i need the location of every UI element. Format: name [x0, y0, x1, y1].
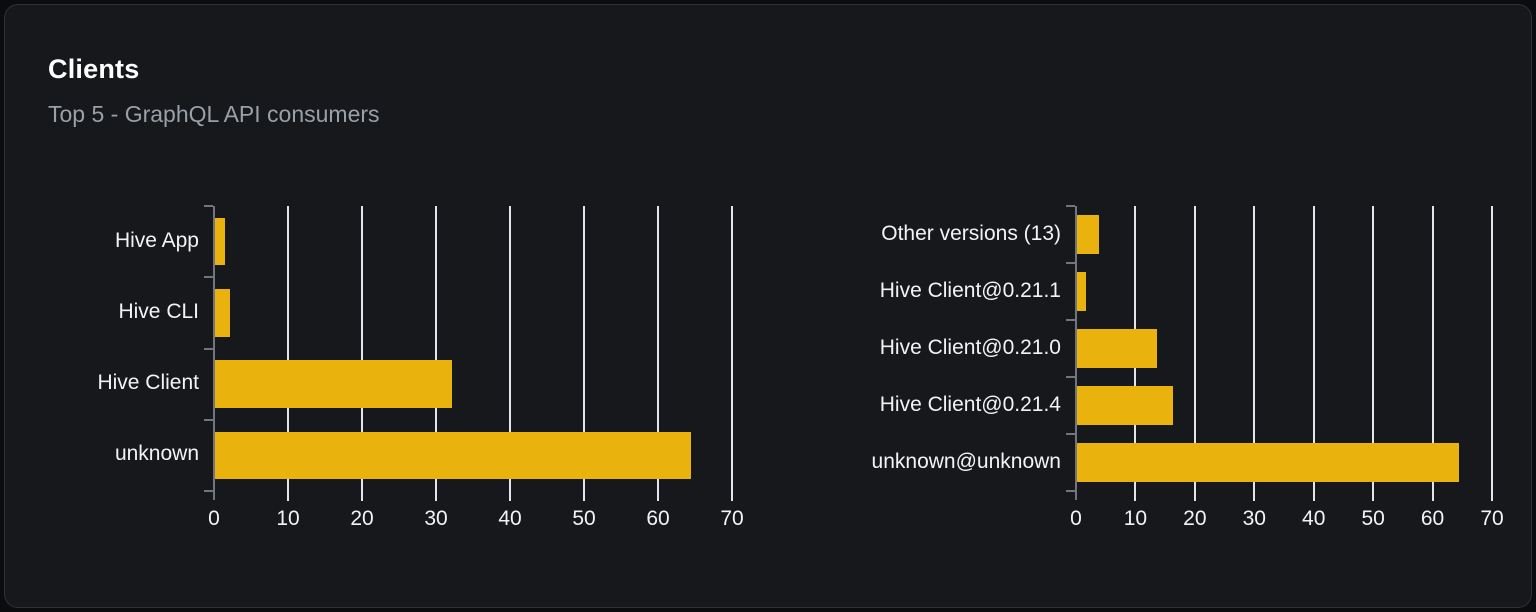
bar-hive-client-0.21.1	[1077, 272, 1087, 311]
x-tick-label: 50	[572, 507, 596, 530]
y-axis-tick	[204, 276, 213, 279]
clients-bar-chart: 0 10 20 30 40 50 60 70 Hive App Hive CLI Hive Clie…	[5, 5, 1531, 607]
category-label: Hive Client@0.21.0	[879, 335, 1061, 359]
bar-hive-app	[215, 217, 226, 266]
x-gridline	[657, 206, 659, 501]
category-label: Hive CLI	[118, 299, 199, 323]
x-tick-label: 10	[276, 507, 300, 530]
bar-hive-cli	[215, 289, 231, 337]
y-axis-tick	[1066, 490, 1075, 492]
bar-hive-client-0.21.4	[1077, 386, 1173, 425]
x-tick-label: 0	[1070, 507, 1082, 530]
bar-other-versions-13-	[1077, 215, 1099, 254]
x-tick-label: 30	[1242, 507, 1266, 530]
category-label: unknown@unknown	[871, 449, 1061, 473]
x-gridline	[287, 206, 289, 501]
bar-hive-client-0.21.0	[1077, 329, 1158, 368]
y-axis-tick	[204, 490, 213, 492]
x-gridline	[1431, 206, 1434, 501]
y-axis-tick	[1066, 262, 1075, 264]
client-versions-bar-chart: 0 10 20 30 40 50 60 70 Other versions (13) Hive C…	[5, 5, 1531, 607]
bar-unknown	[215, 431, 691, 480]
card-subtitle: Top 5 - GraphQL API consumers	[48, 101, 380, 127]
x-tick-label: 40	[1302, 507, 1326, 530]
x-tick-label: 40	[498, 507, 522, 530]
y-axis-tick	[1066, 433, 1075, 435]
x-gridline	[509, 206, 511, 501]
x-tick-label: 30	[424, 507, 448, 530]
x-tick-label: 60	[646, 507, 670, 530]
y-axis-line	[1075, 206, 1077, 491]
y-axis-tick	[204, 205, 213, 207]
x-gridline	[1491, 206, 1493, 501]
bar-hive-client	[215, 360, 453, 408]
x-tick-label: 70	[1480, 507, 1504, 530]
y-axis-tick	[204, 418, 213, 421]
x-gridline	[361, 206, 363, 501]
y-axis-tick	[1066, 205, 1075, 207]
x-tick-label: 0	[208, 507, 220, 530]
bar-unknown-unknown	[1077, 443, 1459, 482]
y-axis-tick	[1066, 376, 1075, 378]
x-tick-label: 20	[1183, 507, 1207, 530]
category-label: Other versions (13)	[881, 221, 1061, 245]
category-label: unknown	[114, 442, 199, 466]
x-axis-zero-tick	[1075, 491, 1077, 500]
y-axis-line	[213, 206, 215, 491]
category-label: Hive App	[114, 228, 199, 252]
clients-card: Clients Top 5 - GraphQL API consumers 0 1…	[4, 4, 1532, 608]
x-tick-label: 70	[720, 507, 744, 530]
x-gridline	[1193, 206, 1196, 501]
y-axis-tick	[1066, 319, 1075, 321]
category-label: Hive Client@0.21.4	[879, 392, 1061, 416]
x-tick-label: 50	[1361, 507, 1385, 530]
x-gridline	[1372, 206, 1375, 501]
card-title: Clients	[48, 54, 140, 84]
x-gridline	[583, 206, 585, 501]
x-gridline	[1253, 206, 1256, 501]
category-label: Hive Client@0.21.1	[879, 278, 1061, 302]
y-axis-tick	[204, 347, 213, 350]
x-gridline	[1312, 206, 1315, 501]
category-label: Hive Client	[97, 371, 199, 395]
x-gridline	[731, 206, 733, 501]
x-tick-label: 10	[1123, 507, 1148, 530]
x-gridline	[435, 206, 437, 501]
x-tick-label: 60	[1420, 507, 1445, 530]
x-axis-zero-tick	[213, 491, 215, 500]
x-tick-label: 20	[350, 507, 374, 530]
